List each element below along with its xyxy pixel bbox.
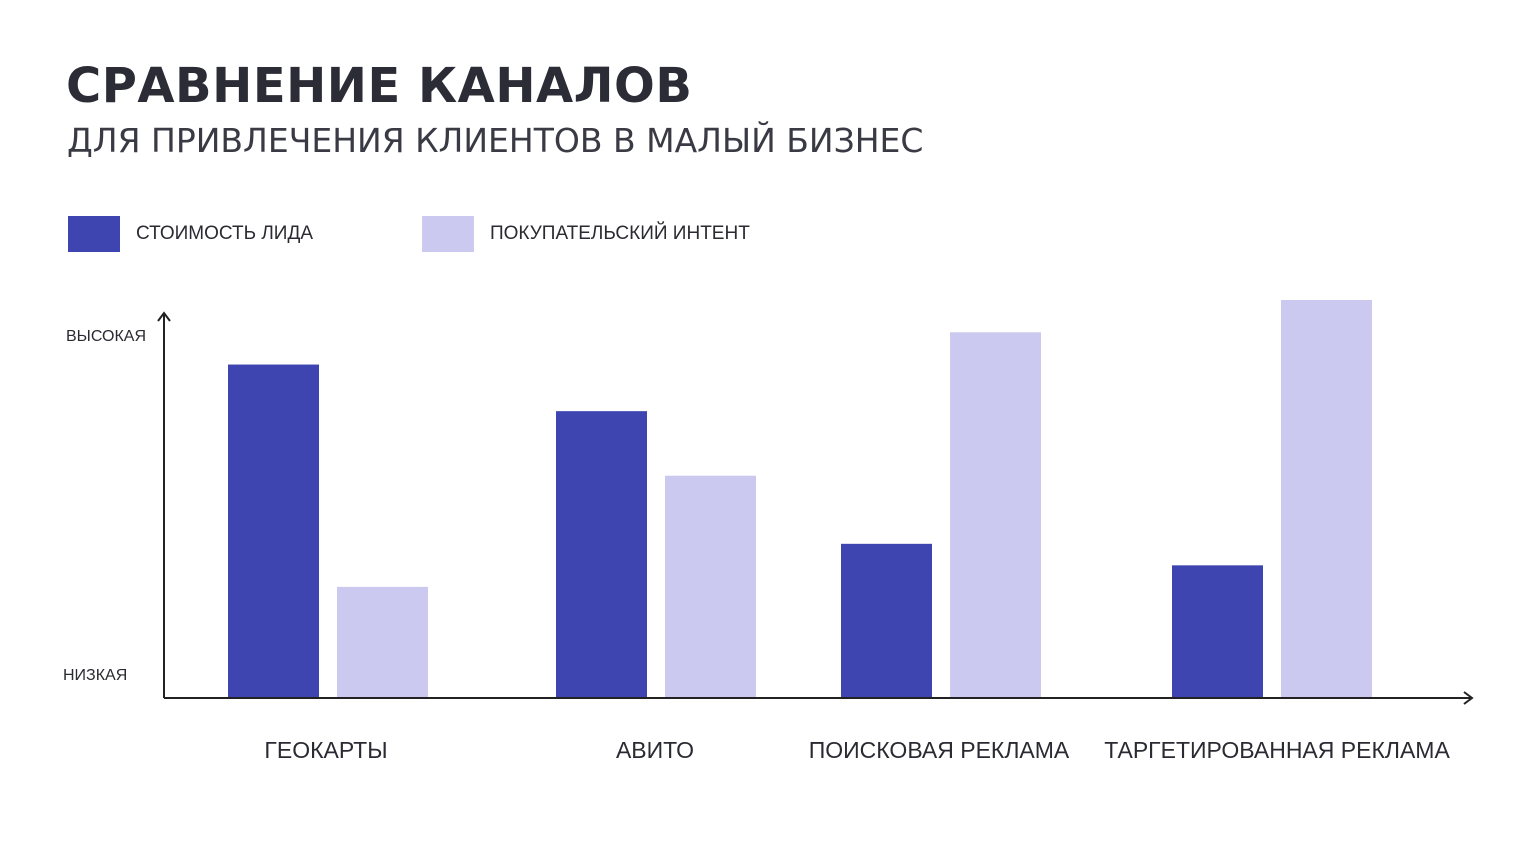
bar-cost-2 (841, 543, 932, 698)
x-tick-labels: ГЕОКАРТЫ АВИТО ПОИСКОВАЯ РЕКЛАМА ТАРГЕТИРОВ… (264, 737, 1450, 763)
x-tick-label-1: АВИТО (616, 737, 694, 763)
bars-group (228, 300, 1372, 698)
legend-swatch-cost (68, 216, 120, 252)
bar-intent-0 (337, 586, 428, 698)
y-tick-label-low: НИЗКАЯ (63, 667, 127, 684)
x-tick-label-3: ТАРГЕТИРОВАННАЯ РЕКЛАМА (1104, 737, 1450, 763)
legend-label-intent: ПОКУПАТЕЛЬСКИЙ ИНТЕНТ (490, 223, 750, 244)
bar-intent-2 (950, 332, 1041, 698)
legend-label-cost: СТОИМОСТЬ ЛИДА (136, 223, 313, 244)
bar-cost-0 (228, 364, 319, 698)
bar-cost-1 (556, 411, 647, 698)
bar-cost-3 (1172, 565, 1263, 698)
x-tick-label-0: ГЕОКАРТЫ (264, 737, 387, 763)
bar-intent-1 (665, 475, 756, 698)
y-axis-arrow (157, 311, 171, 322)
chart-subtitle: ДЛЯ ПРИВЛЕЧЕНИЯ КЛИЕНТОВ В МАЛЫЙ БИЗНЕС (67, 121, 924, 160)
y-tick-label-high: ВЫСОКАЯ (66, 328, 146, 345)
legend-item-cost: СТОИМОСТЬ ЛИДА (68, 216, 313, 252)
chart-title: СРАВНЕНИЕ КАНАЛОВ (66, 58, 693, 114)
bar-intent-3 (1281, 300, 1372, 698)
x-tick-label-2: ПОИСКОВАЯ РЕКЛАМА (809, 737, 1070, 763)
legend-swatch-intent (422, 216, 474, 252)
legend-item-intent: ПОКУПАТЕЛЬСКИЙ ИНТЕНТ (422, 216, 750, 252)
x-axis-arrow (1463, 691, 1474, 705)
